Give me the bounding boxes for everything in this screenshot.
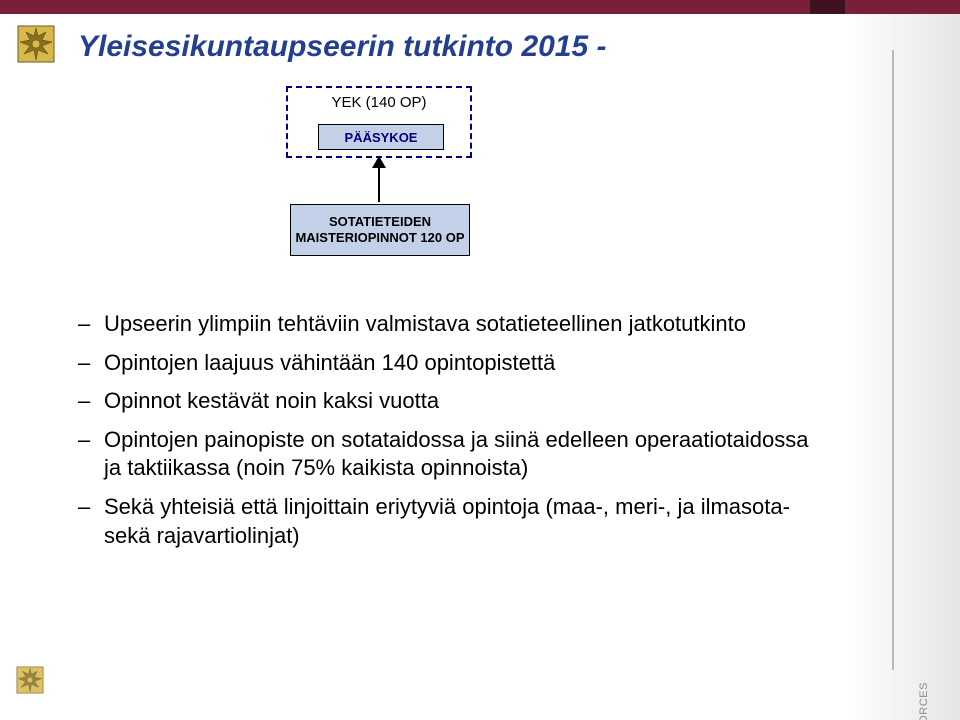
- sidebar-org-text: PUOLUSTUSVOIMAT | FÖRSVARSMAKTEN | THE F…: [918, 682, 930, 720]
- yek-label: YEK (140 OP): [331, 94, 426, 111]
- yek-dashed-box: YEK (140 OP) PÄÄSYKOE: [286, 86, 472, 158]
- list-item: Opinnot kestävät noin kaksi vuotta: [78, 387, 818, 416]
- right-divider-rule: [892, 50, 894, 670]
- right-gradient: [846, 14, 960, 720]
- list-item: Sekä yhteisiä että linjoittain eriytyviä…: [78, 493, 818, 550]
- paasykoe-box: PÄÄSYKOE: [318, 124, 444, 150]
- list-item: Upseerin ylimpiin tehtäviin valmistava s…: [78, 310, 818, 339]
- list-item: Opintojen painopiste on sotataidossa ja …: [78, 426, 818, 483]
- page-title: Yleisesikuntaupseerin tutkinto 2015 -: [78, 30, 607, 64]
- list-item: Opintojen laajuus vähintään 140 opintopi…: [78, 349, 818, 378]
- top-accent-bar-dark-segment: [810, 0, 845, 14]
- diagram: YEK (140 OP) PÄÄSYKOE SOTATIETEIDEN MAIS…: [260, 86, 520, 158]
- arrow-line: [378, 158, 380, 202]
- right-sidebar: PUOLUSTUSVOIMAT | FÖRSVARSMAKTEN | THE F…: [846, 0, 960, 720]
- maisteriopinnot-box: SOTATIETEIDEN MAISTERIOPINNOT 120 OP: [290, 204, 470, 256]
- crest-icon: [14, 22, 58, 66]
- crest-icon-small: [14, 664, 46, 696]
- slide: PUOLUSTUSVOIMAT | FÖRSVARSMAKTEN | THE F…: [0, 0, 960, 720]
- bullet-list: Upseerin ylimpiin tehtäviin valmistava s…: [78, 300, 818, 550]
